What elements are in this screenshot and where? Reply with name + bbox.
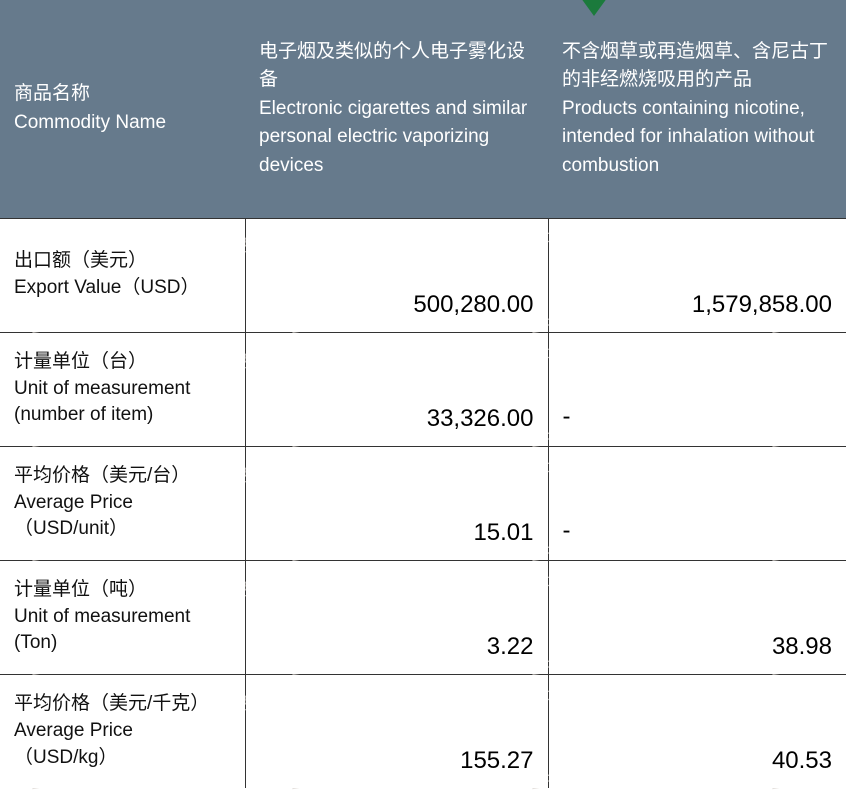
row-label-cn: 平均价格（美元/台） — [14, 463, 231, 490]
row-label-cell: 平均价格（美元/台）Average Price （USD/unit） — [0, 446, 245, 560]
cell-value: 3.22 — [487, 630, 534, 664]
cell-value: 38.98 — [772, 630, 832, 664]
table-row: 计量单位（台）Unit of measurement (number of it… — [0, 332, 846, 446]
row-label: 平均价格（美元/千克）Average Price （USD/kg） — [14, 691, 231, 771]
pointer-arrow-icon — [578, 0, 610, 16]
header-col1-cell: 电子烟及类似的个人电子雾化设备 Electronic cigarettes an… — [245, 0, 548, 218]
row-label-en: Export Value（USD） — [14, 275, 231, 302]
row-label: 计量单位（吨）Unit of measurement (Ton) — [14, 577, 231, 657]
row-label-cn: 出口额（美元） — [14, 248, 231, 275]
header-col2-cn: 不含烟草或再造烟草、含尼古丁的非经燃烧吸用的产品 — [562, 38, 832, 95]
value-cell-c2: - — [548, 446, 846, 560]
cell-value: 500,280.00 — [413, 288, 533, 322]
value-cell-c2: 1,579,858.00 — [548, 218, 846, 332]
row-label-cell: 计量单位（吨）Unit of measurement (Ton) — [0, 560, 245, 674]
row-label-cn: 平均价格（美元/千克） — [14, 691, 231, 718]
table-wrapper: 2FIRSTS 两个至上2FIRSTS 两个至上2FIRSTS 两个至上2FIR… — [0, 0, 846, 788]
row-label: 平均价格（美元/台）Average Price （USD/unit） — [14, 463, 231, 543]
table-row: 平均价格（美元/台）Average Price （USD/unit） 15.01- — [0, 446, 846, 560]
value-cell-c2: - — [548, 332, 846, 446]
row-label-cell: 出口额（美元） Export Value（USD） — [0, 218, 245, 332]
cell-value: - — [563, 400, 571, 434]
value-cell-c1: 155.27 — [245, 674, 548, 788]
cell-value: 33,326.00 — [427, 402, 534, 436]
row-label-en: Unit of measurement (number of item) — [14, 376, 231, 429]
value-cell-c1: 3.22 — [245, 560, 548, 674]
row-label-en: Average Price （USD/unit） — [14, 490, 231, 543]
header-col2-en: Products containing nicotine, intended f… — [562, 95, 832, 181]
row-label-cn: 计量单位（吨） — [14, 577, 231, 604]
header-col1-en: Electronic cigarettes and similar person… — [259, 95, 534, 181]
row-label-en: Average Price （USD/kg） — [14, 718, 231, 771]
value-cell-c1: 33,326.00 — [245, 332, 548, 446]
row-label-cell: 平均价格（美元/千克）Average Price （USD/kg） — [0, 674, 245, 788]
row-label: 出口额（美元） Export Value（USD） — [14, 248, 231, 301]
cell-value: 15.01 — [473, 516, 533, 550]
table-header-row: 商品名称 Commodity Name 电子烟及类似的个人电子雾化设备 Elec… — [0, 0, 846, 218]
table-row: 计量单位（吨）Unit of measurement (Ton) 3.22 38.9… — [0, 560, 846, 674]
table-row: 出口额（美元） Export Value（USD） 500,280.00 1,579… — [0, 218, 846, 332]
row-label-en: Unit of measurement (Ton) — [14, 604, 231, 657]
cell-value: 40.53 — [772, 744, 832, 778]
header-label-en: Commodity Name — [14, 109, 231, 138]
row-label: 计量单位（台）Unit of measurement (number of it… — [14, 349, 231, 429]
header-col1-cn: 电子烟及类似的个人电子雾化设备 — [259, 38, 534, 95]
cell-value: - — [563, 514, 571, 548]
value-cell-c1: 15.01 — [245, 446, 548, 560]
row-label-cn: 计量单位（台） — [14, 349, 231, 376]
value-cell-c2: 38.98 — [548, 560, 846, 674]
cell-value: 155.27 — [460, 744, 533, 778]
value-cell-c1: 500,280.00 — [245, 218, 548, 332]
row-label-cell: 计量单位（台）Unit of measurement (number of it… — [0, 332, 245, 446]
commodity-table: 商品名称 Commodity Name 电子烟及类似的个人电子雾化设备 Elec… — [0, 0, 846, 788]
header-label-cell: 商品名称 Commodity Name — [0, 0, 245, 218]
value-cell-c2: 40.53 — [548, 674, 846, 788]
header-label-cn: 商品名称 — [14, 80, 231, 109]
table-row: 平均价格（美元/千克）Average Price （USD/kg） 155.27 4… — [0, 674, 846, 788]
header-col2-cell: 不含烟草或再造烟草、含尼古丁的非经燃烧吸用的产品 Products contai… — [548, 0, 846, 218]
cell-value: 1,579,858.00 — [692, 288, 832, 322]
